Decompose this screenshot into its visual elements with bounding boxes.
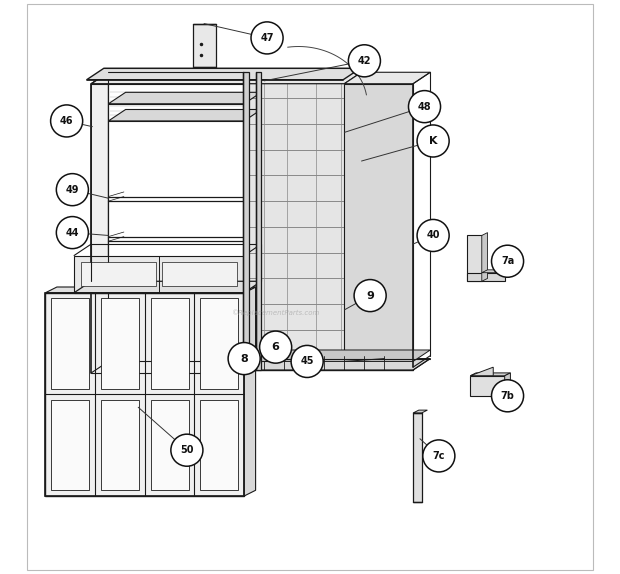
Polygon shape [413,413,422,502]
Polygon shape [244,287,255,496]
Circle shape [51,105,82,137]
Polygon shape [101,400,139,490]
Text: 42: 42 [358,56,371,66]
Text: 46: 46 [60,116,73,126]
Polygon shape [244,350,430,362]
Text: ©ReplacementParts.com: ©ReplacementParts.com [231,309,320,316]
Polygon shape [471,373,510,376]
Text: 45: 45 [300,356,314,366]
Text: 50: 50 [180,445,193,455]
Circle shape [228,343,260,375]
Text: 7a: 7a [501,256,514,266]
Text: 47: 47 [260,33,274,43]
Text: 40: 40 [427,231,440,241]
Polygon shape [91,72,361,84]
Polygon shape [74,281,261,293]
Circle shape [423,440,455,472]
Polygon shape [255,72,261,370]
Circle shape [417,219,449,251]
Circle shape [291,346,323,378]
Polygon shape [108,92,261,104]
Text: 6: 6 [272,342,280,352]
Circle shape [417,125,449,157]
Polygon shape [243,72,249,370]
Text: 7c: 7c [433,451,445,461]
Polygon shape [200,400,239,490]
Polygon shape [471,376,505,396]
Polygon shape [344,72,430,84]
Text: 9: 9 [366,290,374,301]
Circle shape [348,45,381,77]
Text: 44: 44 [66,228,79,238]
Polygon shape [467,273,505,281]
Polygon shape [151,400,188,490]
Polygon shape [344,84,413,367]
Polygon shape [91,72,108,373]
Circle shape [251,22,283,54]
Circle shape [171,434,203,466]
Polygon shape [162,262,237,286]
Polygon shape [51,298,89,389]
Text: 8: 8 [241,354,248,363]
Circle shape [492,245,523,277]
Polygon shape [81,262,156,286]
Text: 48: 48 [418,102,432,111]
Polygon shape [244,72,361,367]
Circle shape [260,331,291,363]
Polygon shape [471,367,494,376]
Polygon shape [45,293,244,496]
Circle shape [354,280,386,312]
Polygon shape [151,298,188,389]
Text: 7b: 7b [500,391,515,401]
Text: K: K [429,136,437,146]
Polygon shape [51,400,89,490]
Polygon shape [250,347,270,362]
Polygon shape [482,270,510,273]
Polygon shape [193,24,216,67]
Circle shape [56,216,89,249]
Polygon shape [505,373,510,396]
Polygon shape [101,298,139,389]
Polygon shape [74,255,244,293]
Polygon shape [467,235,482,281]
Polygon shape [87,68,360,80]
Polygon shape [482,232,487,281]
Polygon shape [413,410,427,413]
Circle shape [492,380,523,412]
Circle shape [56,173,89,205]
Polygon shape [108,110,261,121]
Text: 49: 49 [66,185,79,195]
Circle shape [409,91,441,123]
Polygon shape [244,359,430,370]
Polygon shape [200,298,239,389]
Polygon shape [45,287,255,293]
